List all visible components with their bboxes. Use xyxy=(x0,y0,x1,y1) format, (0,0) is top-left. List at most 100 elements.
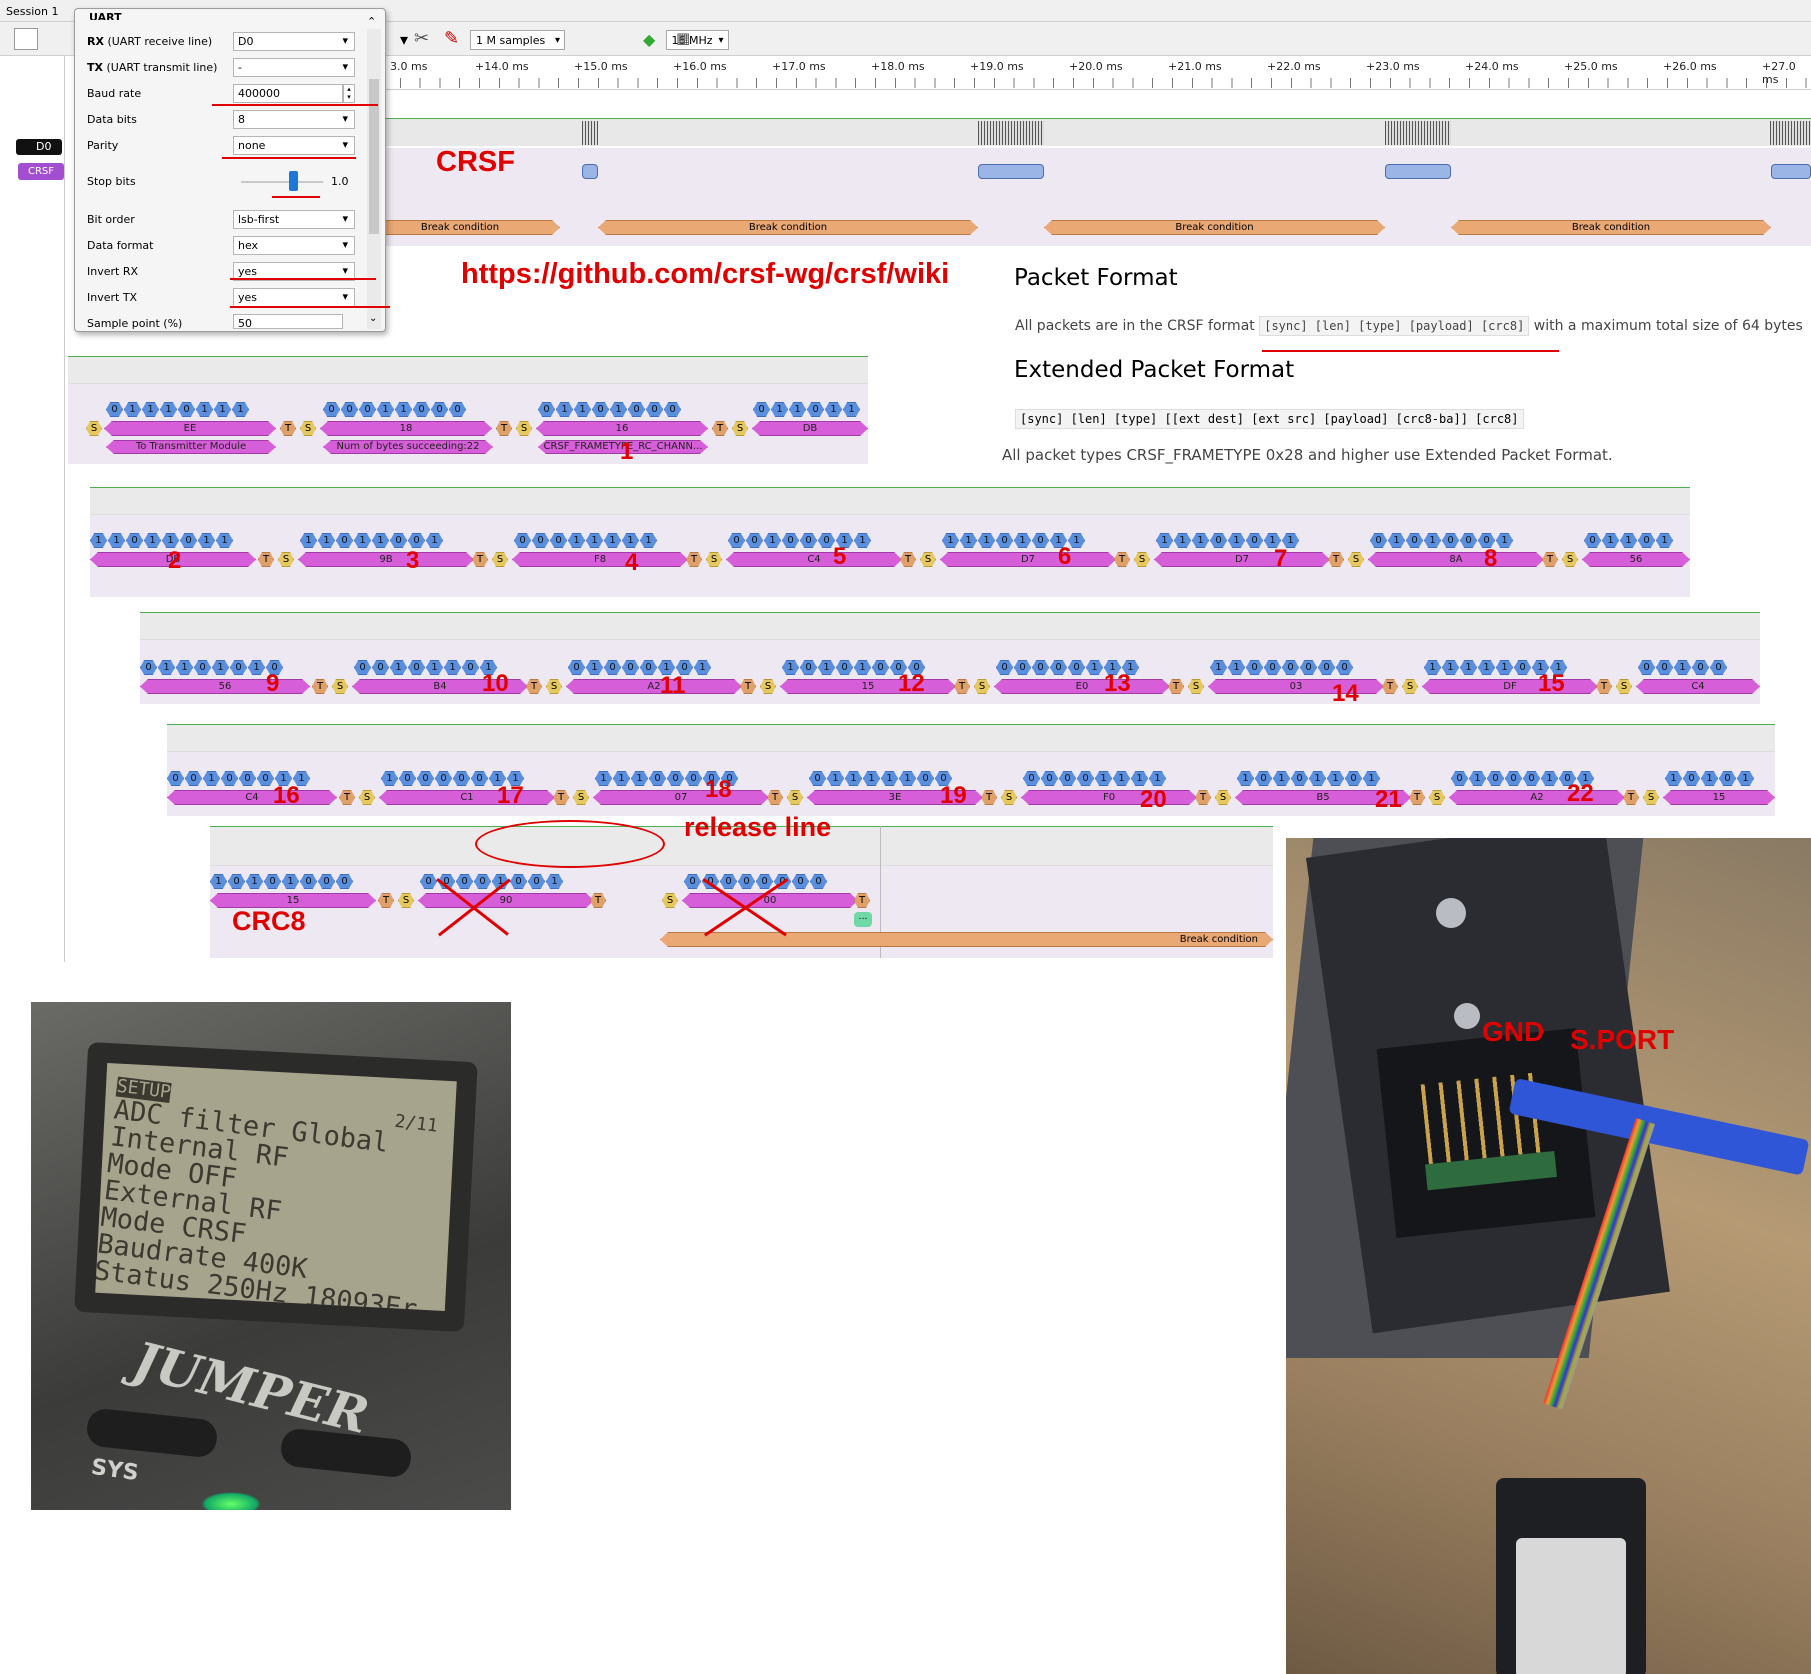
tx-select[interactable]: - xyxy=(233,58,355,77)
inverttx-select[interactable]: yes xyxy=(233,288,355,307)
panel-scrollbar[interactable] xyxy=(367,29,381,329)
stopbits-slider-track[interactable] xyxy=(241,181,323,183)
parity-label: Parity xyxy=(87,139,119,152)
start-bit: S xyxy=(398,893,414,908)
probe-settings-icon[interactable]: ✂ xyxy=(414,28,430,49)
bit-marker: 1 xyxy=(764,533,781,548)
byte-number: 1 xyxy=(620,438,634,465)
byte: 07 xyxy=(593,790,769,805)
bit-marker: 0 xyxy=(140,660,157,675)
dataformat-select[interactable]: hex xyxy=(233,236,355,255)
start-bit: S xyxy=(278,552,294,567)
waveform xyxy=(167,724,1775,752)
scroll-thumb[interactable] xyxy=(369,79,379,234)
stop-bit: T xyxy=(1409,790,1425,805)
stopbits-slider-handle[interactable] xyxy=(289,171,298,191)
red-underline xyxy=(212,104,378,106)
bit-marker: 1 xyxy=(622,533,639,548)
bit-marker: 0 xyxy=(336,533,353,548)
byte: B4 xyxy=(352,679,528,694)
invertrx-select[interactable]: yes xyxy=(233,262,355,281)
decoder-icon[interactable]: ✎ xyxy=(444,28,460,49)
rx-label-main: RX xyxy=(87,35,104,48)
bit-marker: 1 xyxy=(694,660,711,675)
tick: +22.0 ms xyxy=(1267,60,1321,73)
bit-marker: 1 xyxy=(426,660,443,675)
samples-select[interactable]: 1 M samples xyxy=(470,30,565,50)
break-condition: Break condition xyxy=(1451,220,1771,235)
start-bit: S xyxy=(706,552,722,567)
bit-marker: 0 xyxy=(1451,771,1468,786)
byte: F8 xyxy=(512,552,688,567)
channel-crsf[interactable]: CRSF xyxy=(18,163,64,180)
annotation-crsf: CRSF xyxy=(436,146,515,178)
samplepoint-input[interactable]: 50 xyxy=(233,314,343,330)
parity-select[interactable]: none xyxy=(233,136,355,155)
channel-d0[interactable]: D0 xyxy=(16,139,62,155)
byte-18: 18 xyxy=(320,421,492,436)
bit-marker: 0 xyxy=(390,533,407,548)
stop-bit: T xyxy=(590,893,606,908)
bit-marker: 1 xyxy=(818,660,835,675)
baud-input[interactable]: 400000 xyxy=(233,84,343,103)
trigger-icon[interactable]: ▦ xyxy=(676,29,691,47)
note: CRSF_FRAMETYPE_RC_CHANN... xyxy=(538,440,708,454)
bit-marker: 1 xyxy=(1424,533,1441,548)
tick: +25.0 ms xyxy=(1564,60,1618,73)
bit-marker: 0 xyxy=(996,533,1013,548)
bit-marker: 1 xyxy=(246,874,263,889)
bit-marker: 0 xyxy=(1710,660,1727,675)
packet-format-code: [sync] [len] [type] [payload] [crc8] xyxy=(1259,316,1530,336)
uart-settings-panel: UART ⌃ RX (UART receive line) D0 TX (UAR… xyxy=(74,8,386,332)
stop-bit: T xyxy=(258,552,274,567)
bit-marker: 1 xyxy=(1665,771,1682,786)
scroll-down-icon[interactable]: ⌄ xyxy=(369,313,378,324)
baud-spinner[interactable]: ▴ ▾ xyxy=(343,84,355,103)
break-condition: Break condition xyxy=(660,932,1273,947)
panel-collapse-icon[interactable]: ⌃ xyxy=(367,15,377,28)
byte-number: 17 xyxy=(497,782,524,809)
bit-marker: 0 xyxy=(510,874,527,889)
packet-format-text: All packets are in the CRSF format [sync… xyxy=(1015,316,1803,336)
session-tab[interactable]: Session 1 xyxy=(6,5,59,18)
bit-marker: 0 xyxy=(1336,660,1353,675)
bit-marker: 0 xyxy=(221,771,238,786)
run-icon[interactable]: ◆ xyxy=(643,30,656,49)
rate-select[interactable]: 16 MHz xyxy=(665,30,729,50)
stop-bit: T xyxy=(526,679,542,694)
stop-bit: T xyxy=(1596,679,1612,694)
bit-marker: 1 xyxy=(1737,771,1754,786)
start-bit: S xyxy=(1215,790,1231,805)
new-session-button[interactable] xyxy=(14,28,38,50)
extended-format-code: [sync] [len] [type] [[ext dest] [ext src… xyxy=(1015,409,1524,429)
bit-marker: 0 xyxy=(1460,533,1477,548)
stop-bit: T xyxy=(712,421,728,436)
timeline-ruler: 3.0 ms +14.0 ms +15.0 ms +16.0 ms +17.0 … xyxy=(380,56,1811,90)
byte: 15 xyxy=(1663,790,1775,805)
bit-marker: 1 xyxy=(142,402,159,417)
bit-marker: 1 xyxy=(658,660,675,675)
channel-crsf-label: CRSF xyxy=(27,166,55,177)
bit-marker: 1 xyxy=(480,660,497,675)
bit-marker: 0 xyxy=(908,660,925,675)
bitorder-select[interactable]: lsb-first xyxy=(233,210,355,229)
bit-marker: 1 xyxy=(1532,660,1549,675)
byte: 15 xyxy=(780,679,956,694)
bit-marker: 0 xyxy=(721,771,738,786)
dropdown-arrow-icon[interactable]: ▾ xyxy=(400,30,409,49)
rx-select[interactable]: D0 xyxy=(233,32,355,51)
databits-select[interactable]: 8 xyxy=(233,110,355,129)
start-bit: S xyxy=(300,421,316,436)
bit-marker: 0 xyxy=(341,402,358,417)
bit-marker: 1 xyxy=(507,771,524,786)
start-bit: S xyxy=(359,790,375,805)
sys-label: SYS xyxy=(89,1454,141,1487)
